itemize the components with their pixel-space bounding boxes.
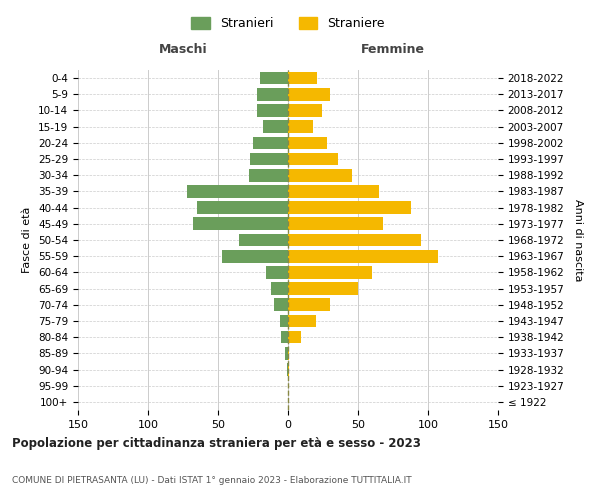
Bar: [274, 298, 288, 311]
Bar: [288, 104, 322, 117]
Text: Maschi: Maschi: [158, 44, 208, 57]
Text: Femmine: Femmine: [361, 44, 425, 57]
Bar: [288, 282, 358, 295]
Y-axis label: Anni di nascita: Anni di nascita: [573, 198, 583, 281]
Bar: [288, 120, 313, 133]
Bar: [288, 314, 316, 328]
Bar: [263, 120, 288, 133]
Bar: [193, 218, 288, 230]
Bar: [288, 347, 289, 360]
Bar: [288, 152, 338, 166]
Bar: [239, 234, 288, 246]
Bar: [266, 266, 288, 278]
Bar: [250, 152, 288, 166]
Bar: [287, 363, 288, 376]
Bar: [187, 185, 288, 198]
Bar: [257, 88, 288, 101]
Bar: [288, 169, 352, 181]
Legend: Stranieri, Straniere: Stranieri, Straniere: [186, 12, 390, 35]
Bar: [288, 202, 411, 214]
Bar: [288, 136, 327, 149]
Bar: [288, 298, 330, 311]
Bar: [253, 136, 288, 149]
Bar: [222, 250, 288, 262]
Bar: [249, 169, 288, 181]
Text: COMUNE DI PIETRASANTA (LU) - Dati ISTAT 1° gennaio 2023 - Elaborazione TUTTITALI: COMUNE DI PIETRASANTA (LU) - Dati ISTAT …: [12, 476, 412, 485]
Bar: [197, 202, 288, 214]
Bar: [288, 185, 379, 198]
Bar: [260, 72, 288, 85]
Bar: [285, 347, 288, 360]
Bar: [288, 363, 289, 376]
Bar: [281, 331, 288, 344]
Bar: [271, 282, 288, 295]
Bar: [288, 250, 438, 262]
Bar: [288, 234, 421, 246]
Bar: [288, 88, 330, 101]
Y-axis label: Fasce di età: Fasce di età: [22, 207, 32, 273]
Bar: [288, 218, 383, 230]
Bar: [257, 104, 288, 117]
Bar: [288, 331, 301, 344]
Bar: [280, 314, 288, 328]
Bar: [288, 266, 372, 278]
Text: Popolazione per cittadinanza straniera per età e sesso - 2023: Popolazione per cittadinanza straniera p…: [12, 437, 421, 450]
Bar: [288, 72, 317, 85]
